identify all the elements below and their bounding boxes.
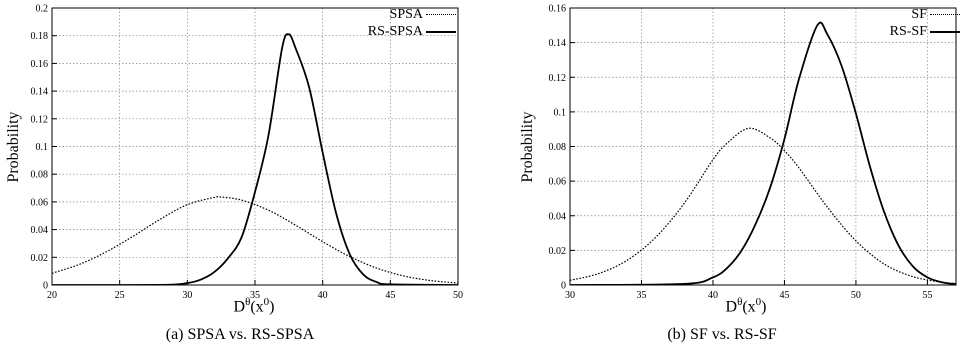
y-tick-label-a: 0.08 <box>31 170 49 181</box>
y-tick-label-b: 0.08 <box>549 142 567 153</box>
x-tick-label-a: 45 <box>385 290 395 301</box>
x-tick-label-b: 55 <box>922 290 932 301</box>
x-tick-label-b: 40 <box>708 290 718 301</box>
legend-swatch-spsa <box>426 14 456 15</box>
legend-b: SF RS-SF <box>890 6 960 40</box>
legend-swatch-rs-sf <box>930 30 960 33</box>
y-tick-label-b: 0.12 <box>549 73 567 84</box>
chart-panel-b: 30 35 40 45 50 55 0 0.02 0.04 0.06 0.08 0.1 0.12 0.14… <box>482 0 964 350</box>
y-tick-label-a: 0.16 <box>31 59 49 70</box>
y-tick-label-b: 0 <box>561 281 566 292</box>
x-tick-label-b: 35 <box>636 290 646 301</box>
legend-swatch-rs-spsa <box>426 30 456 33</box>
y-tick-label-b: 0.16 <box>549 4 567 15</box>
y-axis-label-b: Probability <box>519 111 536 183</box>
y-tick-label-a: 0.02 <box>31 253 49 264</box>
x-tick-label-b: 45 <box>779 290 789 301</box>
y-tick-label-a: 0 <box>43 281 48 292</box>
y-tick-label-a: 0.04 <box>31 225 49 236</box>
legend-label-spsa: SPSA <box>389 6 423 22</box>
caption-a: (a) SPSA vs. RS-SPSA <box>165 326 315 343</box>
chart-b-svg: 30 35 40 45 50 55 0 0.02 0.04 0.06 0.08 0.1 0.12 0.14… <box>549 4 957 301</box>
y-axis-label-a: Probability <box>5 111 22 183</box>
series-line-rs-sf <box>570 21 956 285</box>
legend-item-rs-spsa: RS-SPSA <box>368 23 456 40</box>
legend-a: SPSA RS-SPSA <box>368 6 456 40</box>
series-line-spsa <box>52 195 458 284</box>
y-tick-label-a: 0.1 <box>36 142 49 153</box>
y-tick-label-b: 0.14 <box>549 38 567 49</box>
chart-a-svg: 20 25 30 35 40 45 50 0 0.02 0.04 0.06 0.08 0.1 0.12 0.… <box>31 4 464 302</box>
y-tick-label-b: 0.04 <box>549 211 567 222</box>
legend-label-rs-sf: RS-SF <box>889 23 927 39</box>
legend-label-sf: SF <box>911 6 927 22</box>
x-axis-label-b: Dθ(x0) <box>725 296 767 316</box>
chart-panel-a: 20 25 30 35 40 45 50 0 0.02 0.04 0.06 0.08 0.1 0.12 0.… <box>5 4 464 344</box>
y-tick-label-b: 0.1 <box>554 107 567 118</box>
x-tick-label-a: 50 <box>453 290 463 301</box>
x-tick-label-a: 25 <box>115 290 125 301</box>
y-tick-label-a: 0.2 <box>36 4 49 15</box>
x-tick-label-a: 20 <box>47 290 57 301</box>
x-tick-label-b: 30 <box>565 290 575 301</box>
legend-label-rs-spsa: RS-SPSA <box>367 23 423 39</box>
x-axis-label-a: Dθ(x0) <box>233 296 275 316</box>
legend-item-sf: SF <box>890 6 960 23</box>
legend-item-rs-sf: RS-SF <box>890 23 960 40</box>
y-tick-label-a: 0.06 <box>31 197 49 208</box>
x-tick-label-a: 40 <box>318 290 328 301</box>
series-line-rs-spsa <box>52 33 458 285</box>
y-tick-label-a: 0.18 <box>31 31 49 42</box>
legend-item-spsa: SPSA <box>368 6 456 23</box>
y-tick-label-a: 0.14 <box>31 87 49 98</box>
y-tick-label-b: 0.06 <box>549 177 567 188</box>
caption-b: (b) SF vs. RS-SF <box>667 326 777 343</box>
x-tick-label-a: 30 <box>182 290 192 301</box>
legend-swatch-sf <box>930 14 960 15</box>
x-tick-label-a: 35 <box>250 290 260 301</box>
series-line-sf <box>570 127 956 285</box>
y-tick-label-b: 0.02 <box>549 246 567 257</box>
x-tick-label-b: 50 <box>851 290 861 301</box>
y-tick-label-a: 0.12 <box>31 114 49 125</box>
